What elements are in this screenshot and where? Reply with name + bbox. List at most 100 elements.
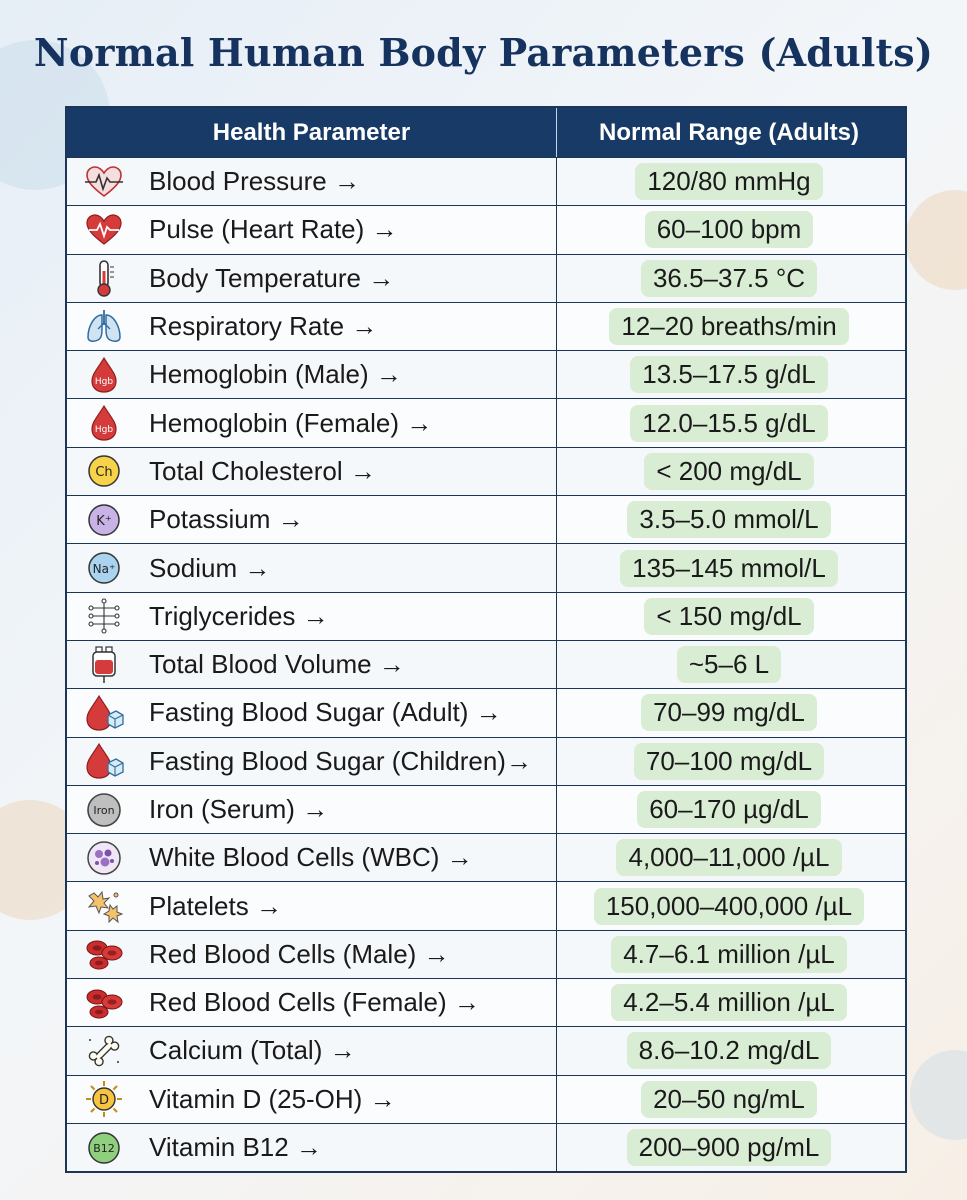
parameter-cell: Body Temperature →: [67, 254, 557, 302]
range-cell: 200–900 pg/mL: [557, 1124, 901, 1171]
blood-bag-icon: [83, 646, 125, 684]
parameter-label: Hemoglobin (Female) →: [149, 407, 433, 438]
lungs-icon: [83, 308, 125, 346]
molecule-structure-icon: [83, 597, 125, 635]
parameter-cell: Red Blood Cells (Male) →: [67, 930, 557, 979]
table-row: Ch Total Cholesterol → < 200 mg/dL: [67, 446, 905, 496]
range-value: 4,000–11,000 /µL: [616, 839, 842, 877]
range-value: 36.5–37.5 °C: [640, 259, 818, 297]
parameter-cell: Respiratory Rate →: [67, 302, 557, 351]
blood-drop-sugar-cube-icon: [83, 742, 125, 780]
range-value: 4.7–6.1 million /µL: [611, 935, 847, 973]
range-cell: < 200 mg/dL: [557, 448, 901, 495]
iron-badge-icon: Iron: [83, 791, 125, 829]
table-row: Total Blood Volume → ~5–6 L: [67, 639, 905, 689]
parameter-label: Fasting Blood Sugar (Adult) →: [149, 697, 502, 728]
table-row: Hgb Hemoglobin (Female) → 12.0–15.5 g/dL: [67, 398, 905, 447]
parameter-label: Body Temperature →: [149, 262, 395, 293]
parameter-cell: K⁺ Potassium →: [67, 496, 557, 544]
range-cell: 3.5–5.0 mmol/L: [557, 496, 901, 543]
table-header-row: Health Parameter Normal Range (Adults): [67, 108, 905, 157]
parameter-cell: Triglycerides →: [67, 592, 557, 640]
thermometer-icon: [83, 259, 125, 297]
bone-icon: [83, 1032, 125, 1070]
range-cell: 150,000–400,000 /µL: [557, 882, 901, 929]
table-row: Calcium (Total) → 8.6–10.2 mg/dL: [67, 1026, 905, 1075]
potassium-k-icon: K⁺: [83, 501, 125, 539]
range-cell: 12.0–15.5 g/dL: [557, 399, 901, 446]
parameter-cell: Hgb Hemoglobin (Female) →: [67, 399, 557, 447]
parameter-label: Hemoglobin (Male) →: [149, 359, 402, 390]
range-cell: 60–100 bpm: [557, 206, 901, 253]
table-body: Blood Pressure → 120/80 mmHg Pulse (Heart …: [67, 157, 905, 1172]
blood-drop-hgb-icon: Hgb: [83, 404, 125, 442]
svg-text:B12: B12: [93, 1142, 115, 1155]
parameter-cell: Red Blood Cells (Female) →: [67, 979, 557, 1027]
range-cell: < 150 mg/dL: [557, 593, 901, 640]
svg-text:Hgb: Hgb: [95, 425, 113, 435]
range-cell: 70–99 mg/dL: [557, 689, 901, 736]
heart-pulse-outline-icon: [83, 163, 125, 201]
range-value: 200–900 pg/mL: [626, 1129, 832, 1167]
parameter-label: Respiratory Rate →: [149, 311, 378, 342]
table-row: White Blood Cells (WBC) → 4,000–11,000 /µ…: [67, 833, 905, 882]
table-row: Blood Pressure → 120/80 mmHg: [67, 157, 905, 206]
parameter-cell: Calcium (Total) →: [67, 1027, 557, 1075]
header-health-parameter: Health Parameter: [67, 108, 557, 157]
range-value: 150,000–400,000 /µL: [593, 887, 865, 925]
parameter-label: Vitamin D (25-OH) →: [149, 1083, 396, 1114]
parameter-label: Blood Pressure →: [149, 166, 360, 197]
range-value: 8.6–10.2 mg/dL: [626, 1032, 832, 1070]
svg-text:D: D: [99, 1093, 109, 1108]
svg-text:Hgb: Hgb: [95, 377, 113, 387]
table-row: Body Temperature → 36.5–37.5 °C: [67, 253, 905, 302]
parameter-label: Sodium →: [149, 552, 271, 583]
range-value: 20–50 ng/mL: [641, 1080, 817, 1118]
range-value: ~5–6 L: [676, 646, 782, 684]
vitamin-b12-icon: B12: [83, 1129, 125, 1167]
parameter-label: Platelets →: [149, 890, 282, 921]
range-value: 12.0–15.5 g/dL: [630, 404, 828, 442]
background-cell-decoration: [905, 190, 967, 290]
platelets-icon: [83, 887, 125, 925]
range-cell: 4,000–11,000 /µL: [557, 834, 901, 881]
parameter-label: Fasting Blood Sugar (Children)→: [149, 745, 532, 776]
range-cell: 135–145 mmol/L: [557, 544, 901, 591]
table-row: Hgb Hemoglobin (Male) → 13.5–17.5 g/dL: [67, 350, 905, 399]
table-row: Fasting Blood Sugar (Children)→ 70–100 mg…: [67, 736, 905, 785]
range-value: 3.5–5.0 mmol/L: [627, 501, 831, 539]
parameter-label: Potassium →: [149, 504, 304, 535]
svg-text:Iron: Iron: [93, 804, 114, 817]
heart-pulse-icon: [83, 211, 125, 249]
svg-text:K⁺: K⁺: [96, 514, 111, 529]
parameter-label: Calcium (Total) →: [149, 1035, 356, 1066]
parameters-table: Health Parameter Normal Range (Adults) B…: [65, 106, 907, 1174]
parameter-label: Total Cholesterol →: [149, 455, 376, 486]
table-row: Triglycerides → < 150 mg/dL: [67, 591, 905, 640]
parameter-cell: Pulse (Heart Rate) →: [67, 206, 557, 254]
range-value: 4.2–5.4 million /µL: [611, 984, 847, 1022]
range-cell: 12–20 breaths/min: [557, 303, 901, 350]
range-cell: ~5–6 L: [557, 641, 901, 688]
range-value: 70–100 mg/dL: [633, 742, 825, 780]
table-row: Red Blood Cells (Female) → 4.2–5.4 millio…: [67, 978, 905, 1027]
parameter-label: Triglycerides →: [149, 600, 329, 631]
range-value: 60–100 bpm: [644, 211, 814, 249]
table-row: B12 Vitamin B12 → 200–900 pg/mL: [67, 1122, 905, 1172]
table-row: Iron Iron (Serum) → 60–170 µg/dL: [67, 784, 905, 834]
parameter-label: Total Blood Volume →: [149, 649, 405, 680]
table-row: Red Blood Cells (Male) → 4.7–6.1 million …: [67, 929, 905, 979]
range-value: 12–20 breaths/min: [609, 308, 849, 346]
parameter-cell: Hgb Hemoglobin (Male) →: [67, 351, 557, 399]
parameter-cell: Na⁺ Sodium →: [67, 544, 557, 592]
range-cell: 20–50 ng/mL: [557, 1076, 901, 1123]
parameter-label: Red Blood Cells (Female) →: [149, 987, 480, 1018]
blood-drop-sugar-cube-icon: [83, 694, 125, 732]
parameter-label: Iron (Serum) →: [149, 794, 329, 824]
parameter-cell: D Vitamin D (25-OH) →: [67, 1075, 557, 1123]
svg-text:Ch: Ch: [95, 465, 112, 480]
parameter-cell: Iron Iron (Serum) →: [67, 785, 557, 834]
table-row: K⁺ Potassium → 3.5–5.0 mmol/L: [67, 495, 905, 544]
red-blood-cells-icon: [83, 984, 125, 1022]
cholesterol-ch-icon: Ch: [83, 452, 125, 490]
